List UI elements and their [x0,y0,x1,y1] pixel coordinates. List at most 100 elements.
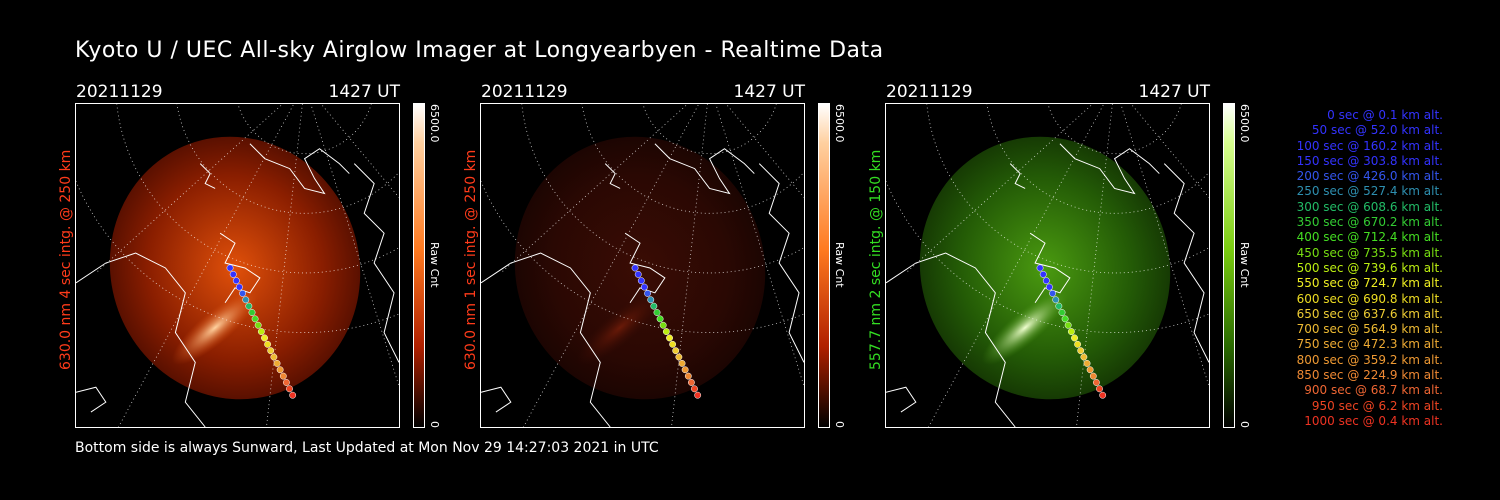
trajectory-dot [1089,372,1097,380]
trajectory-dot [1055,302,1063,310]
panel-1-image [75,103,400,428]
panel-2-time: 1427 UT [733,82,806,102]
panel-3-label: 557.7 nm 2 sec intg. @ 150 km [868,149,884,370]
trajectory-dot [681,366,689,374]
panel-2-image [480,103,805,428]
trajectory-dot [286,385,293,393]
trajectory-dot [276,366,284,374]
legend-entry: 250 sec @ 527.4 km alt. [1296,184,1443,199]
trajectory-dot [637,277,645,285]
legend-entry: 350 sec @ 670.2 km alt. [1296,215,1443,230]
trajectory-dot [1058,309,1066,316]
trajectory-dot [1042,277,1050,285]
trajectory-dot [1077,347,1085,355]
trajectory-dot [289,391,297,399]
legend-entry: 100 sec @ 160.2 km alt. [1296,138,1443,153]
trajectory-dot [653,309,661,316]
grid-lines [76,104,399,427]
legend-entry: 450 sec @ 735.5 km alt. [1296,245,1443,260]
legend-entry: 800 sec @ 359.2 km alt. [1296,352,1443,367]
coastlines [886,143,1209,427]
legend-entry: 50 sec @ 52.0 km alt. [1311,123,1443,138]
trajectory-dot [1039,270,1047,278]
trajectory-dot [1092,379,1100,386]
aurora-band [172,290,259,365]
trajectory-dot [659,321,667,329]
grid-lines [886,104,1209,427]
trajectory-legend: 0 sec @ 0.1 km alt. 50 sec @ 52.0 km alt.… [1258,108,1443,429]
trajectory-dot [232,277,240,285]
trajectory-dot [634,270,642,278]
trajectory-dot [656,315,664,323]
legend-entry: 300 sec @ 608.6 km alt. [1296,199,1443,214]
trajectory-dot [669,340,677,348]
sky-disk [109,136,361,400]
panel-2-label: 630.0 nm 1 sec intg. @ 250 km [463,149,479,370]
trajectory-dot [1071,334,1078,342]
trajectory-dot [242,296,250,304]
legend-entry: 950 sec @ 6.2 km alt. [1311,398,1443,413]
trajectory-dot [1096,385,1103,393]
trajectory-dot [248,309,256,316]
panel-3-colorbar [1223,103,1235,428]
trajectory-dot [684,372,692,380]
trajectory-dot [254,321,262,329]
trajectory-dot [1083,359,1091,367]
grid-lines [481,104,804,427]
trajectory-dot [694,391,702,399]
panel-3-date: 20211129 [886,82,973,102]
aurora-band [982,290,1069,365]
legend-entry: 500 sec @ 739.6 km alt. [1296,260,1443,275]
trajectory-dot [640,283,648,291]
trajectory-dot [644,289,651,297]
trajectory [1036,264,1107,399]
sky-disk [514,136,766,400]
footer-note: Bottom side is always Sunward, Last Upda… [75,440,659,456]
trajectory-dot [1049,289,1056,297]
trajectory-dot [279,372,287,380]
trajectory-dot [647,296,655,304]
panel-3-cbar-min: 0 [1238,421,1251,428]
panel-2-colorbar [818,103,830,428]
trajectory [631,264,702,399]
trajectory-dot [672,347,680,355]
panel-2-cbar-max: 6500.0 [833,104,846,143]
legend-entry: 900 sec @ 68.7 km alt. [1304,383,1443,398]
panel-1-cbar-max: 6500.0 [428,104,441,143]
panel-2-cbar-min: 0 [833,421,846,428]
trajectory-dot [1045,283,1053,291]
trajectory-dot [1061,315,1069,323]
trajectory-dot [264,340,272,348]
trajectory-dot [1036,264,1044,272]
legend-entry: 850 sec @ 224.9 km alt. [1296,368,1443,383]
page-title: Kyoto U / UEC All-sky Airglow Imager at … [75,38,884,63]
legend-entry: 200 sec @ 426.0 km alt. [1296,169,1443,184]
trajectory-dot [226,264,234,272]
trajectory-dot [270,353,278,361]
legend-entry: 750 sec @ 472.3 km alt. [1296,337,1443,352]
trajectory-dot [687,379,695,386]
panel-1-label: 630.0 nm 4 sec intg. @ 250 km [58,149,74,370]
legend-entry: 400 sec @ 712.4 km alt. [1296,230,1443,245]
trajectory-dot [282,379,290,386]
trajectory-dot [257,328,265,336]
aurora-band [577,290,664,365]
legend-entry: 550 sec @ 724.7 km alt. [1296,276,1443,291]
trajectory-dot [678,359,686,367]
trajectory-dot [1086,366,1094,374]
panel-1-cbar-unit: Raw Cnt [428,242,441,288]
trajectory-dot [245,302,253,310]
trajectory-dot [666,334,673,342]
legend-entry: 1000 sec @ 0.4 km alt. [1304,413,1443,428]
trajectory-dot [273,359,281,367]
trajectory-dot [650,302,658,310]
trajectory [226,264,297,399]
trajectory-dot [239,289,246,297]
trajectory-dot [1074,340,1082,348]
sky-disk [919,136,1171,400]
legend-entry: 650 sec @ 637.6 km alt. [1296,306,1443,321]
legend-entry: 700 sec @ 564.9 km alt. [1296,322,1443,337]
panel-1-date: 20211129 [76,82,163,102]
trajectory-dot [1067,328,1075,336]
trajectory-dot [675,353,683,361]
